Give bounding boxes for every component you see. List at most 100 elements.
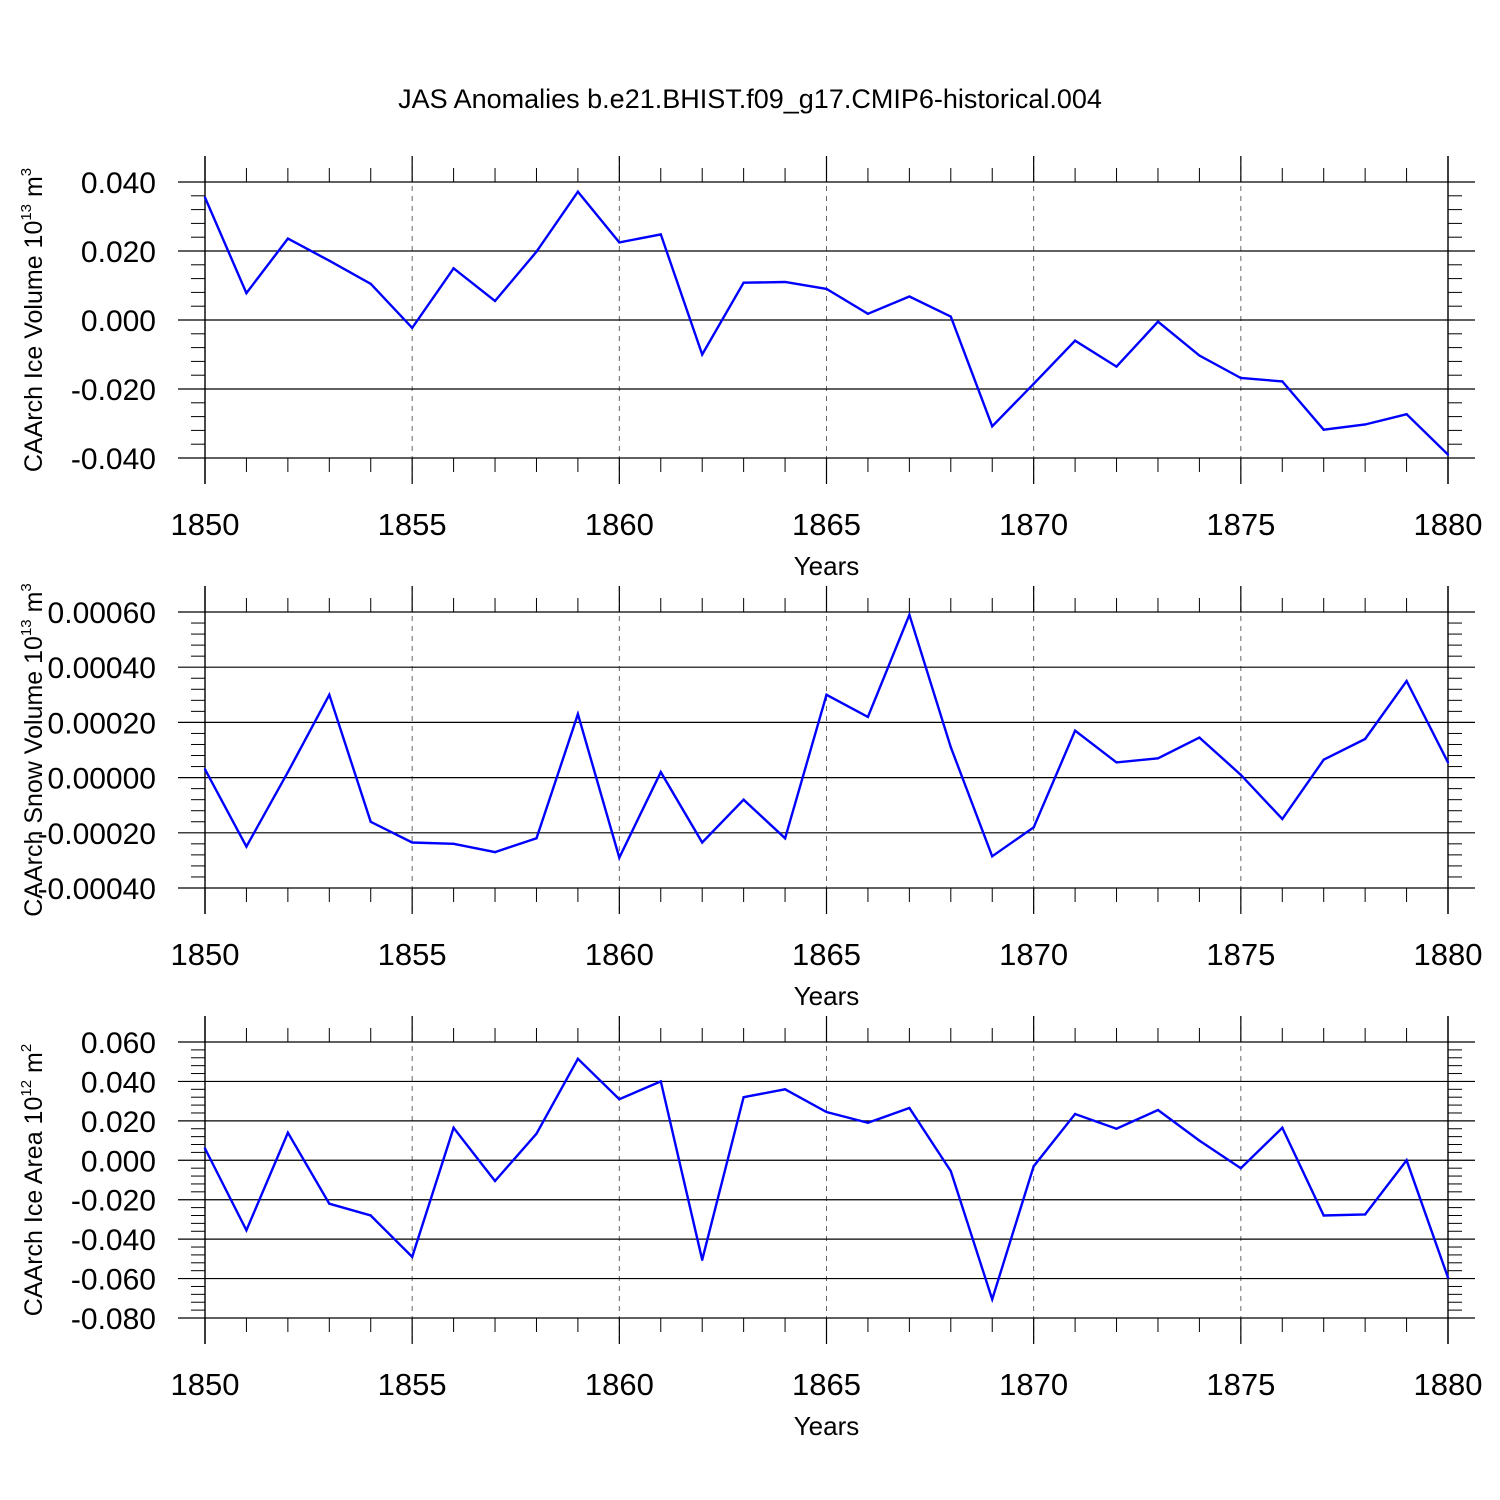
data-point <box>908 1106 911 1110</box>
data-point <box>659 233 662 236</box>
data-point <box>1322 758 1325 761</box>
data-point <box>618 856 621 859</box>
data-point <box>203 196 207 199</box>
panel-2: 0.00060 0.00040 0.00020 0.00000 -0.00020 -0.0… <box>18 583 1482 1011</box>
y-tick-label: -0.020 <box>71 1185 156 1218</box>
data-point <box>369 820 372 823</box>
data-point <box>286 237 290 240</box>
data-point <box>410 326 414 330</box>
y-axis-label: CAArch Ice Volume 1013 m3 <box>18 168 48 472</box>
data-point <box>1446 1276 1450 1279</box>
x-tick-label: 1850 <box>171 937 240 972</box>
data-point <box>701 1258 704 1262</box>
data-point <box>866 1121 870 1125</box>
data-point <box>659 770 662 774</box>
data-point <box>1032 826 1035 829</box>
data-point <box>245 1229 248 1232</box>
y-tick-label: -0.00040 <box>38 873 156 906</box>
data-point <box>245 291 248 295</box>
data-point <box>742 1096 745 1099</box>
data-point <box>1281 1126 1284 1129</box>
data-point <box>1073 1112 1077 1116</box>
data-point <box>410 1255 414 1259</box>
data-point <box>1363 423 1367 426</box>
x-tick-label: 1855 <box>378 1367 447 1402</box>
x-tick-label: 1860 <box>585 937 654 972</box>
data-point <box>1073 339 1077 342</box>
x-tick-label: 1880 <box>1414 1367 1483 1402</box>
x-tick-label: 1870 <box>999 937 1068 972</box>
y-tick-label: 0.020 <box>81 1106 156 1139</box>
data-point <box>328 1202 331 1205</box>
x-tick-label: 1865 <box>792 507 861 542</box>
series-line <box>203 189 1449 456</box>
x-tick-label: 1850 <box>171 507 240 542</box>
x-tick-label: 1865 <box>792 1367 861 1402</box>
data-point <box>576 712 580 716</box>
data-point <box>452 1126 455 1129</box>
y-tick-label: 0.000 <box>81 305 156 338</box>
data-point <box>659 1080 662 1083</box>
panel-3: 0.060 0.040 0.020 0.000 -0.020 -0.040 -0.060 -0… <box>18 1016 1482 1441</box>
data-point <box>1363 1213 1367 1216</box>
data-point <box>286 770 290 774</box>
y-tick-label: 0.040 <box>81 167 156 200</box>
y-tick-label: -0.040 <box>71 1224 156 1257</box>
data-point <box>576 1057 580 1060</box>
y-tick-label: -0.040 <box>71 443 156 476</box>
data-point <box>1322 428 1325 431</box>
data-point <box>1405 412 1408 416</box>
data-point <box>328 259 331 262</box>
data-point <box>452 267 455 270</box>
data-point <box>1115 365 1118 368</box>
data-point <box>742 281 745 284</box>
x-tick-label: 1870 <box>999 507 1068 542</box>
data-point <box>783 1088 787 1091</box>
y-tick-label: 0.040 <box>81 1066 156 1099</box>
data-point <box>991 1298 994 1301</box>
x-axis-label: Years <box>794 981 860 1011</box>
y-tick-label: 0.00020 <box>48 707 156 740</box>
data-point <box>493 850 497 854</box>
data-point <box>452 842 455 846</box>
data-point <box>1032 1165 1035 1168</box>
x-tick-label: 1875 <box>1206 507 1275 542</box>
x-tick-label: 1875 <box>1206 1367 1275 1402</box>
data-point <box>825 1110 828 1114</box>
data-point <box>1239 1166 1243 1170</box>
x-tick-label: 1870 <box>999 1367 1068 1402</box>
data-point <box>1405 679 1408 683</box>
data-point <box>535 837 538 840</box>
data-point <box>493 299 497 303</box>
data-point <box>783 280 787 284</box>
data-point <box>1115 761 1118 764</box>
data-point <box>783 837 787 840</box>
data-point <box>328 693 331 696</box>
data-point <box>410 841 414 844</box>
y-tick-label: 0.00060 <box>48 597 156 630</box>
x-tick-label: 1850 <box>171 1367 240 1402</box>
data-point <box>825 287 828 291</box>
data-point <box>991 855 994 858</box>
data-point <box>1073 729 1077 732</box>
y-tick-label: -0.060 <box>71 1264 156 1297</box>
y-tick-label: -0.020 <box>71 374 156 407</box>
data-point <box>1322 1214 1325 1217</box>
x-tick-label: 1880 <box>1414 507 1483 542</box>
data-point <box>991 425 994 428</box>
y-tick-label: 0.00040 <box>48 652 156 685</box>
data-point <box>369 282 372 285</box>
data-point <box>825 693 828 696</box>
x-tick-label: 1860 <box>585 507 654 542</box>
data-point <box>949 315 952 318</box>
data-point <box>493 1179 497 1183</box>
data-point <box>535 1132 538 1135</box>
data-point <box>1363 737 1367 741</box>
data-point <box>1198 1139 1201 1142</box>
y-tick-label: -0.00020 <box>38 818 156 851</box>
data-point <box>701 841 704 844</box>
y-tick-label: 0.000 <box>81 1145 156 1178</box>
data-point <box>618 241 621 244</box>
data-point <box>1405 1159 1408 1162</box>
